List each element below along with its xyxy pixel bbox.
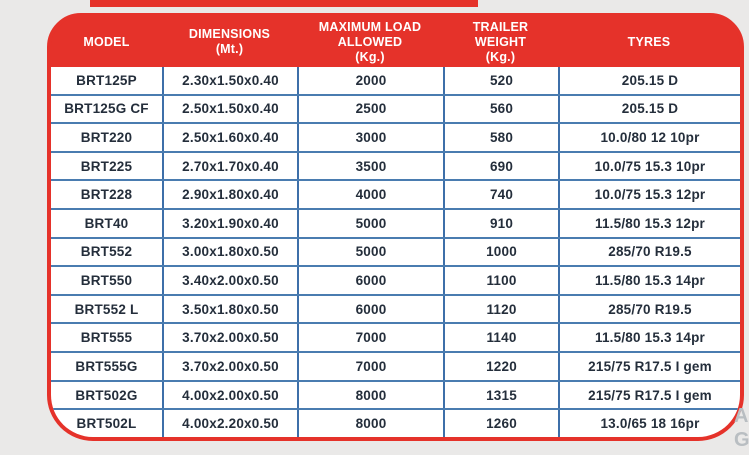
cell-model: BRT552 (80, 244, 133, 260)
cell-tyres: 11.5/80 15.3 14pr (558, 267, 740, 294)
cell-trailer-weight: 520 (443, 67, 558, 94)
column-header-max-load: MAXIMUM LOAD ALLOWED (Kg.) (318, 19, 422, 64)
cell-trailer-weight: 580 (443, 124, 558, 151)
cell-dimensions: 2.70x1.70x0.40 (162, 152, 297, 180)
cell-trailer-weight: 1315 (443, 381, 558, 409)
table-row: BRT550 3.40x2.00x0.50 6000 1100 11.5/80 15.3… (51, 265, 740, 294)
table-body: BRT125P 2.30x1.50x0.40 2000 520 205.15 D BRT1… (51, 67, 740, 437)
cell-model: BRT125G CF (64, 101, 149, 117)
cell-dimensions: 4.00x2.00x0.50 (162, 381, 297, 409)
column-header-trailer-weight: TRAILER WEIGHT (Kg.) (472, 19, 529, 64)
cell-trailer-weight: 1120 (443, 295, 558, 323)
cell-max-load: 8000 (297, 381, 443, 409)
cell-max-load: 5000 (297, 210, 443, 237)
column-header-model: MODEL (83, 34, 130, 49)
cell-model: BRT550 (80, 273, 133, 289)
table-row: BRT125G CF 2.50x1.50x0.40 2500 560 205.15 D (51, 93, 740, 123)
cell-model: BRT502G (75, 387, 138, 403)
cell-max-load: 4000 (297, 181, 443, 209)
cell-dimensions: 2.50x1.50x0.40 (162, 95, 297, 123)
trailer-spec-table: MODEL DIMENSIONS (Mt.) MAXIMUM LOAD ALLO… (47, 13, 744, 441)
cell-model: BRT552 L (74, 301, 139, 317)
cell-tyres: 285/70 R19.5 (558, 295, 740, 323)
cell-max-load: 3000 (297, 124, 443, 151)
cell-model: BRT555 (80, 330, 133, 346)
column-header-dimensions: DIMENSIONS (Mt.) (188, 27, 271, 56)
cell-trailer-weight: 560 (443, 95, 558, 123)
cell-model: BRT555G (75, 358, 138, 374)
cell-dimensions: 3.00x1.80x0.50 (162, 238, 297, 266)
cell-max-load: 2000 (297, 67, 443, 94)
cell-max-load: 8000 (297, 410, 443, 437)
cell-tyres: 285/70 R19.5 (558, 238, 740, 266)
table-header-row: MODEL DIMENSIONS (Mt.) MAXIMUM LOAD ALLO… (51, 17, 740, 67)
cell-dimensions: 3.70x2.00x0.50 (162, 353, 297, 380)
cell-tyres: 10.0/80 12 10pr (558, 124, 740, 151)
cell-max-load: 7000 (297, 353, 443, 380)
cell-tyres: 11.5/80 15.3 12pr (558, 210, 740, 237)
cell-dimensions: 3.20x1.90x0.40 (162, 210, 297, 237)
cell-max-load: 6000 (297, 267, 443, 294)
table-row: BRT220 2.50x1.60x0.40 3000 580 10.0/80 12 10… (51, 122, 740, 151)
cell-dimensions: 2.30x1.50x0.40 (162, 67, 297, 94)
table-row: BRT125P 2.30x1.50x0.40 2000 520 205.15 D (51, 67, 740, 94)
cell-tyres: 11.5/80 15.3 14pr (558, 324, 740, 352)
column-header-tyres: TYRES (627, 34, 671, 49)
cell-max-load: 6000 (297, 295, 443, 323)
cell-tyres: 13.0/65 18 16pr (558, 410, 740, 437)
cell-model: BRT225 (80, 158, 133, 174)
cell-trailer-weight: 1260 (443, 410, 558, 437)
cell-dimensions: 3.40x2.00x0.50 (162, 267, 297, 294)
cell-dimensions: 3.50x1.80x0.50 (162, 295, 297, 323)
cell-dimensions: 2.50x1.60x0.40 (162, 124, 297, 151)
cell-dimensions: 3.70x2.00x0.50 (162, 324, 297, 352)
cell-model: BRT220 (80, 130, 133, 146)
cell-trailer-weight: 1100 (443, 267, 558, 294)
cell-tyres: 10.0/75 15.3 10pr (558, 152, 740, 180)
table-row: BRT555G 3.70x2.00x0.50 7000 1220 215/75 R17.… (51, 351, 740, 380)
cell-trailer-weight: 1140 (443, 324, 558, 352)
table-row: BRT228 2.90x1.80x0.40 4000 740 10.0/75 15.3 … (51, 179, 740, 209)
cell-trailer-weight: 1000 (443, 238, 558, 266)
table-row: BRT502G 4.00x2.00x0.50 8000 1315 215/75 R17.… (51, 379, 740, 409)
cell-trailer-weight: 910 (443, 210, 558, 237)
cell-model: BRT502L (76, 416, 137, 432)
cell-trailer-weight: 690 (443, 152, 558, 180)
cell-max-load: 5000 (297, 238, 443, 266)
top-red-strip (90, 0, 478, 7)
cell-max-load: 2500 (297, 95, 443, 123)
table-row: BRT40 3.20x1.90x0.40 5000 910 11.5/80 15.3 1… (51, 208, 740, 237)
cell-tyres: 215/75 R17.5 I gem (558, 381, 740, 409)
cell-dimensions: 4.00x2.20x0.50 (162, 410, 297, 437)
cell-max-load: 7000 (297, 324, 443, 352)
cell-trailer-weight: 1220 (443, 353, 558, 380)
cell-max-load: 3500 (297, 152, 443, 180)
table-row: BRT502L 4.00x2.20x0.50 8000 1260 13.0/65 18 … (51, 408, 740, 437)
cell-trailer-weight: 740 (443, 181, 558, 209)
table-row: BRT225 2.70x1.70x0.40 3500 690 10.0/75 15.3 … (51, 150, 740, 180)
cell-model: BRT40 (84, 215, 129, 231)
cell-tyres: 205.15 D (558, 67, 740, 94)
watermark-text-fragment: A G (734, 405, 749, 451)
cell-tyres: 10.0/75 15.3 12pr (558, 181, 740, 209)
table-row: BRT555 3.70x2.00x0.50 7000 1140 11.5/80 15.3… (51, 322, 740, 352)
cell-dimensions: 2.90x1.80x0.40 (162, 181, 297, 209)
cell-tyres: 215/75 R17.5 I gem (558, 353, 740, 380)
table-row: BRT552 3.00x1.80x0.50 5000 1000 285/70 R19.5 (51, 236, 740, 266)
table-row: BRT552 L 3.50x1.80x0.50 6000 1120 285/70 R19… (51, 293, 740, 323)
cell-tyres: 205.15 D (558, 95, 740, 123)
cell-model: BRT125P (76, 72, 137, 88)
cell-model: BRT228 (80, 187, 133, 203)
